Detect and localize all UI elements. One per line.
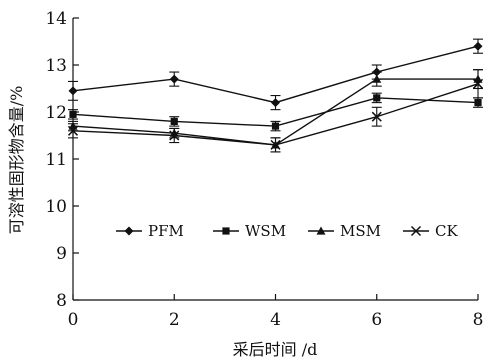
legend-label: MSM [340, 222, 381, 240]
y-tick-label: 8 [56, 291, 67, 311]
y-tick-label: 11 [45, 150, 67, 170]
plot-area [73, 18, 478, 300]
data-point [171, 118, 178, 125]
series-line [73, 84, 478, 145]
y-ticks: 8 9 10 11 12 13 14 [45, 9, 79, 311]
legend-label: WSM [245, 222, 286, 240]
y-tick-label: 10 [45, 197, 67, 217]
legend-label: PFM [148, 222, 184, 240]
legend-label: CK [435, 222, 458, 240]
legend-item: CK [403, 222, 458, 240]
data-point [170, 75, 179, 84]
data-point [271, 98, 280, 107]
x-tick-label: 2 [169, 310, 180, 330]
data-point [272, 123, 279, 130]
data-point [69, 86, 78, 95]
legend-item: MSM [308, 222, 381, 240]
x-tick-label: 4 [270, 310, 281, 330]
y-tick-label: 9 [56, 244, 67, 264]
series-pfm [68, 39, 483, 110]
series-line [73, 79, 478, 145]
data-point [373, 94, 380, 101]
x-tick-label: 8 [473, 310, 484, 330]
series-layer [68, 39, 483, 152]
legend-item: WSM [213, 222, 286, 240]
x-tick-label: 0 [68, 310, 79, 330]
y-tick-label: 13 [45, 56, 67, 76]
legend-marker [125, 227, 134, 236]
legend-marker [222, 227, 229, 234]
series-line [73, 46, 478, 102]
x-tick-label: 6 [371, 310, 382, 330]
series-ck [68, 70, 483, 152]
data-point [474, 99, 481, 106]
y-tick-label: 12 [45, 103, 67, 123]
data-point [69, 111, 76, 118]
data-point [474, 42, 483, 51]
y-axis-title: 可溶性固形物含量/% [7, 86, 26, 235]
y-tick-label: 14 [45, 9, 67, 29]
legend-item: PFM [116, 222, 184, 240]
legend: PFM WSM MSM CK [116, 222, 458, 240]
x-axis-title: 采后时间 /d [233, 340, 318, 359]
